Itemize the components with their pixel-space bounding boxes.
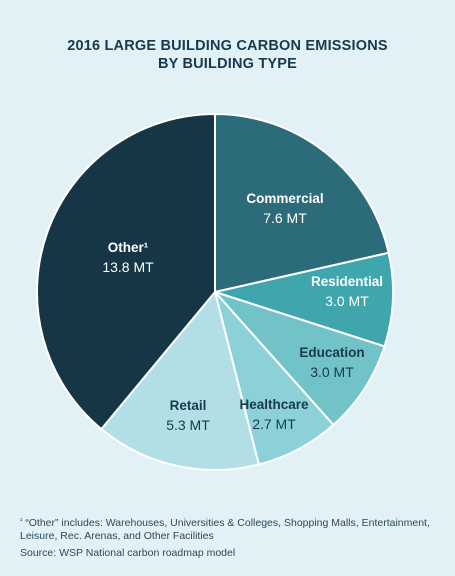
slice-value-education: 3.0 MT xyxy=(310,364,354,380)
footnote-text: “Other” includes: Warehouses, Universiti… xyxy=(20,517,430,542)
slice-label-education: Education xyxy=(299,345,364,360)
pie-slice-other xyxy=(36,113,216,431)
footnote: ¹ “Other” includes: Warehouses, Universi… xyxy=(20,516,445,542)
slice-label-healthcare: Healthcare xyxy=(239,397,309,412)
source-note: Source: WSP National carbon roadmap mode… xyxy=(20,547,236,559)
pie-slice-residential xyxy=(214,251,394,348)
pie-slice-retail xyxy=(100,291,260,471)
slice-label-residential: Residential xyxy=(311,274,383,289)
chart-title: 2016 LARGE BUILDING CARBON EMISSIONS BY … xyxy=(0,37,455,73)
slice-label-commercial: Commercial xyxy=(246,191,323,206)
slice-value-residential: 3.0 MT xyxy=(325,293,369,309)
slice-value-healthcare: 2.7 MT xyxy=(252,416,296,432)
chart-title-line-2: BY BUILDING TYPE xyxy=(157,56,298,72)
pie-slice-education xyxy=(214,291,386,426)
footnote-marker: ¹ xyxy=(20,518,23,525)
slice-value-commercial: 7.6 MT xyxy=(263,210,307,226)
slice-label-retail: Retail xyxy=(170,398,207,413)
slice-value-retail: 5.3 MT xyxy=(166,417,210,433)
chart-title-line-1: 2016 LARGE BUILDING CARBON EMISSIONS xyxy=(67,38,388,54)
pie-slice-commercial xyxy=(214,113,390,293)
slice-label-other: Other¹ xyxy=(108,240,149,255)
slice-value-other: 13.8 MT xyxy=(102,259,154,275)
